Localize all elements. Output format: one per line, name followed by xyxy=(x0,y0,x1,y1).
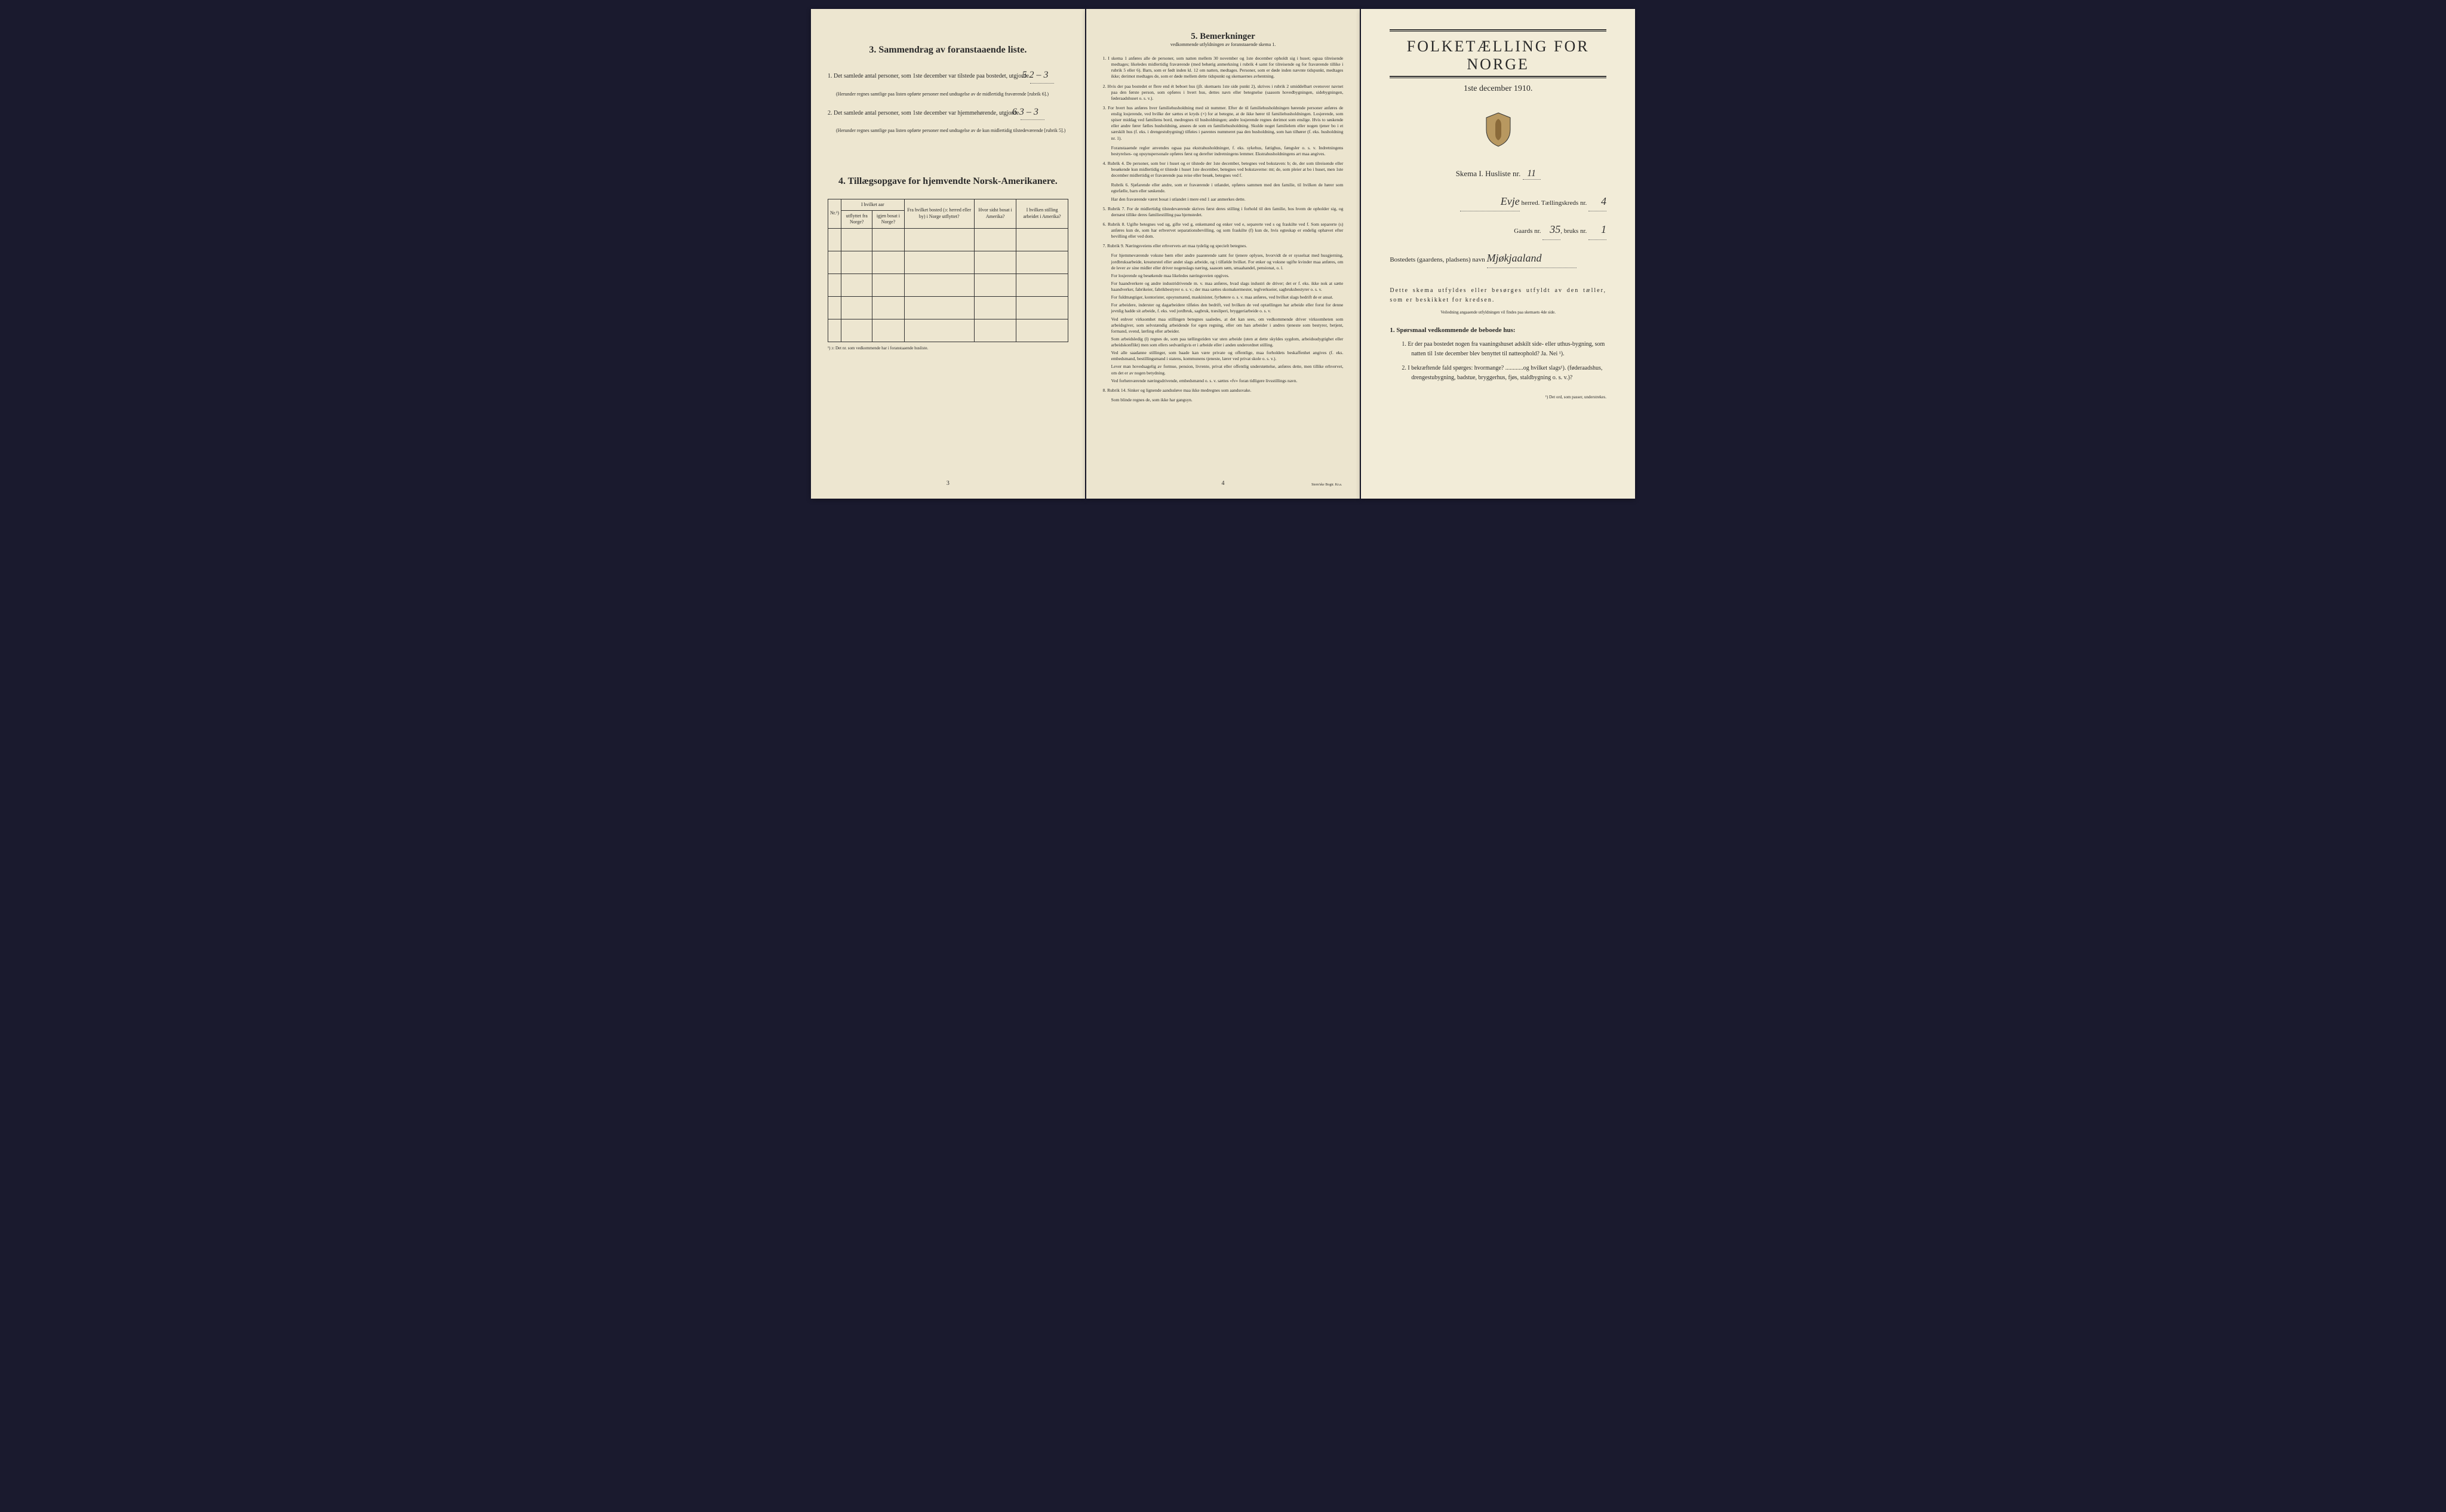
main-date: 1ste december 1910. xyxy=(1378,84,1618,94)
bosted-line: Bostedets (gaardens, pladsens) navn Mjøk… xyxy=(1390,248,1606,268)
th-bosted: Fra hvilket bosted (ɔ: herred eller by) … xyxy=(904,199,974,228)
remark-4: 4. Rubrik 4. De personer, som bor i huse… xyxy=(1103,161,1344,179)
item1-text: 1. Det samlede antal personer, som 1ste … xyxy=(828,73,1029,79)
page-number-1: 3 xyxy=(811,480,1085,487)
na-table: Nr.¹) I hvilket aar Fra hvilket bosted (… xyxy=(828,199,1068,342)
remark-4-sub2: Har den fraværende været bosat i utlande… xyxy=(1111,196,1344,202)
skema-nr: 11 xyxy=(1523,168,1541,180)
instruction-small: Veiledning angaaende utfyldningen vil fi… xyxy=(1378,310,1618,315)
remark-6: 6. Rubrik 8. Ugifte betegnes ved ug, gif… xyxy=(1103,222,1344,239)
th-utflyttet: utflyttet fra Norge? xyxy=(841,210,872,228)
th-igjen: igjen bosat i Norge? xyxy=(872,210,904,228)
th-aar: I hvilket aar xyxy=(841,199,904,210)
bosted-name: Mjøkjaaland xyxy=(1487,248,1577,268)
question-1: 1. Er der paa bostedet nogen fra vaaning… xyxy=(1402,340,1606,359)
gaards-label: Gaards nr. xyxy=(1514,228,1541,235)
skema-line: Skema I. Husliste nr. 11 xyxy=(1378,168,1618,180)
th-stilling: I hvilken stilling arbeidet i Amerika? xyxy=(1016,199,1068,228)
item2-value: 6 3 – 3 xyxy=(1021,105,1044,121)
kreds-nr: 4 xyxy=(1588,192,1606,211)
question-2: 2. I bekræftende fald spørges: hvormange… xyxy=(1402,364,1606,383)
page-3: FOLKETÆLLING FOR NORGE 1ste december 191… xyxy=(1361,9,1635,499)
bruks-nr: 1 xyxy=(1588,220,1606,239)
printer-note: Stern'ske Bogtr. Kr.a. xyxy=(1311,483,1342,487)
table-header-row-1: Nr.¹) I hvilket aar Fra hvilket bosted (… xyxy=(828,199,1068,210)
herred-name: Evje xyxy=(1460,192,1520,211)
page-1: 3. Sammendrag av foranstaaende liste. 1.… xyxy=(811,9,1085,499)
bosted-label: Bostedets (gaardens, pladsens) navn xyxy=(1390,256,1485,263)
remark-2: 2. Hvis der paa bostedet er flere end ét… xyxy=(1103,84,1344,102)
herred-label: herred. Tællingskreds nr. xyxy=(1521,199,1587,207)
gaards-line: Gaards nr. 35, bruks nr. 1 xyxy=(1390,220,1606,239)
item1-note: (Herunder regnes samtlige paa listen opf… xyxy=(836,91,1068,97)
table-body xyxy=(828,228,1068,342)
section3-heading: 3. Sammendrag av foranstaaende liste. xyxy=(828,45,1068,56)
th-nr: Nr.¹) xyxy=(828,199,841,228)
remark-7-sub9: Ved forhenværende næringsdrivende, embed… xyxy=(1111,378,1344,384)
gaards-nr: 35 xyxy=(1542,220,1560,239)
remark-7-sub7: Ved alle saadanne stillinger, som baade … xyxy=(1111,350,1344,362)
main-title: FOLKETÆLLING FOR NORGE xyxy=(1378,38,1618,73)
document-container: 3. Sammendrag av foranstaaende liste. 1.… xyxy=(811,9,1635,499)
page2-subtitle: vedkommende utfyldningen av foranstaaend… xyxy=(1103,42,1344,47)
remark-7-sub3: For fuldmægtiger, kontorister, opsynsmæn… xyxy=(1111,294,1344,300)
item2-note: (Herunder regnes samtlige paa listen opf… xyxy=(836,127,1068,134)
instruction: Dette skema utfyldes eller besørges utfy… xyxy=(1390,286,1606,305)
item1-value: 5 2 – 3 xyxy=(1030,67,1054,84)
remark-5: 5. Rubrik 7. For de midlertidig tilstede… xyxy=(1103,206,1344,218)
bruks-label: bruks nr. xyxy=(1564,228,1587,235)
footnote-p3: ¹) Det ord, som passer, understrekes. xyxy=(1390,395,1606,399)
remark-1: 1. I skema 1 anføres alle de personer, s… xyxy=(1103,56,1344,80)
title-rule-bottom xyxy=(1390,76,1606,78)
remark-3-sub: Foranstaaende regler anvendes ogsaa paa … xyxy=(1111,145,1344,157)
section4-heading: 4. Tillægsopgave for hjemvendte Norsk-Am… xyxy=(828,176,1068,187)
table-row xyxy=(828,296,1068,319)
remark-7-sub8: Lever man hovedsagelig av formue, pensio… xyxy=(1111,364,1344,376)
remark-7-sub2: For haandverkere og andre industridriven… xyxy=(1111,281,1344,293)
remark-8: 8. Rubrik 14. Sinker og lignende aandssl… xyxy=(1103,388,1344,394)
remark-7-sub1: For losjerende og besøkende maa likelede… xyxy=(1111,273,1344,279)
item-2: 2. Det samlede antal personer, som 1ste … xyxy=(828,105,1068,121)
title-rule-top xyxy=(1390,29,1606,32)
table-row xyxy=(828,228,1068,251)
item2-text: 2. Det samlede antal personer, som 1ste … xyxy=(828,110,1019,116)
table-head: Nr.¹) I hvilket aar Fra hvilket bosted (… xyxy=(828,199,1068,228)
page-2: 5. Bemerkninger vedkommende utfyldningen… xyxy=(1086,9,1360,499)
remark-8-sub: Som blinde regnes de, som ikke har gangs… xyxy=(1111,397,1344,403)
remark-7-sub0: For hjemmeværende voksne børn eller andr… xyxy=(1111,253,1344,271)
remark-7-sub4: For arbeidere, inderster og dagarbeidere… xyxy=(1111,302,1344,314)
table-row xyxy=(828,273,1068,296)
remark-7-sub6: Som arbeidsledig (l) regnes de, som paa … xyxy=(1111,336,1344,348)
th-amerika: Hvor sidst bosat i Amerika? xyxy=(974,199,1016,228)
table-footnote: ¹) ɔ: Det nr. som vedkommende har i fora… xyxy=(828,346,1068,351)
remark-7-sub5: Ved enhver virksomhet maa stillingen bet… xyxy=(1111,316,1344,334)
item-1: 1. Det samlede antal personer, som 1ste … xyxy=(828,67,1068,84)
question-heading: 1. Spørsmaal vedkommende de beboede hus: xyxy=(1390,327,1606,334)
table-row xyxy=(828,251,1068,273)
remark-3: 3. For hvert hus anføres hver familiehus… xyxy=(1103,105,1344,142)
herred-line: Evje herred. Tællingskreds nr. 4 xyxy=(1390,192,1606,211)
remark-7: 7. Rubrik 9. Næringsveiens eller erhverv… xyxy=(1103,243,1344,249)
remark-4-sub1: Rubrik 6. Sjøfarende eller andre, som er… xyxy=(1111,182,1344,194)
skema-label: Skema I. Husliste nr. xyxy=(1456,169,1521,178)
crest-icon xyxy=(1378,112,1618,150)
page2-title: 5. Bemerkninger xyxy=(1103,32,1344,42)
table-row xyxy=(828,319,1068,342)
